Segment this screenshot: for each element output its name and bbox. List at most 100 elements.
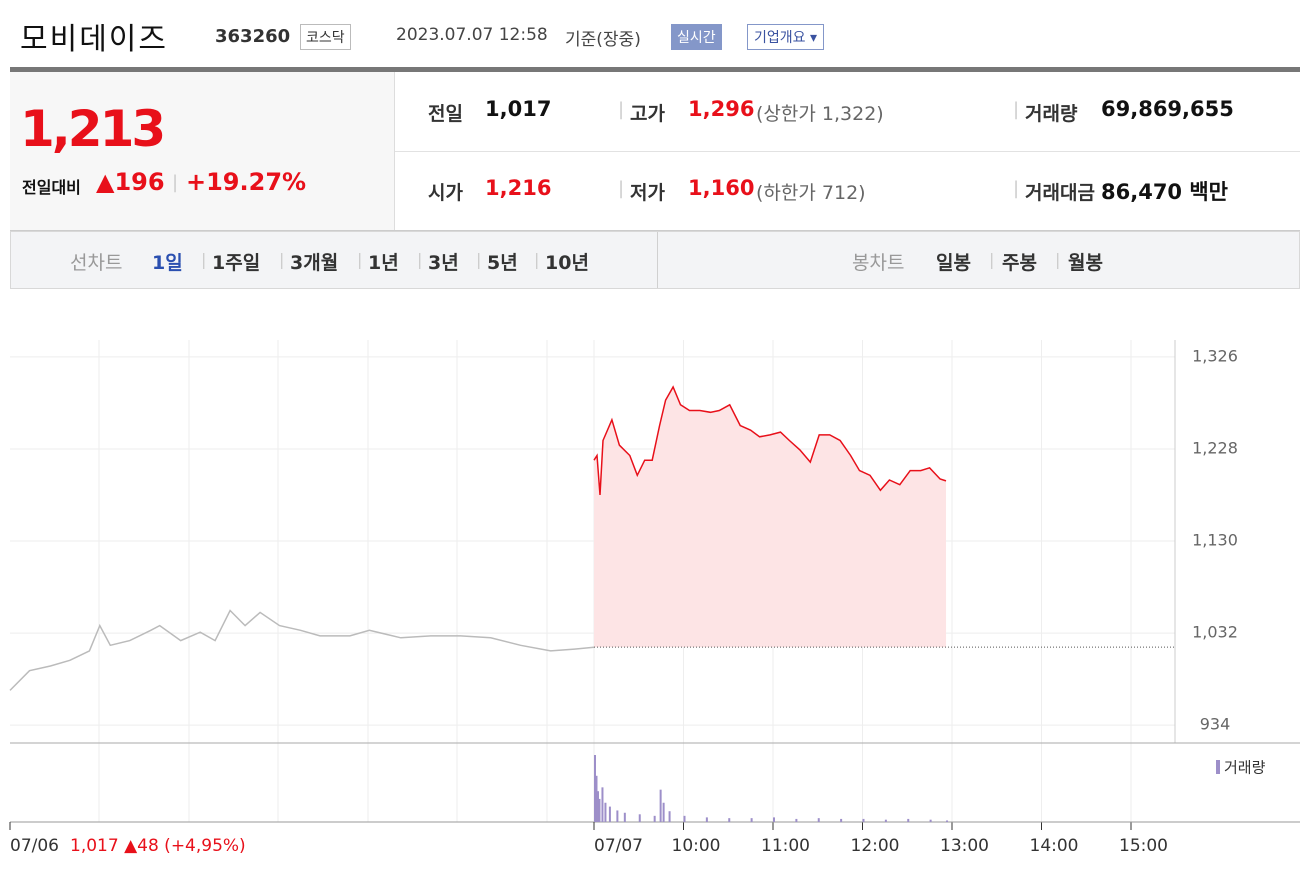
volume-bar — [604, 802, 607, 822]
stat-label: 전일 — [428, 103, 463, 125]
stat-value: 1,017 — [485, 97, 552, 121]
separator: | — [534, 250, 540, 269]
tab[interactable]: 1주일 — [212, 252, 261, 274]
separator: | — [618, 178, 625, 199]
volume-bar — [817, 818, 820, 822]
separator: | — [201, 250, 207, 269]
tab[interactable]: 월봉 — [1068, 252, 1103, 274]
volume-bar — [638, 814, 641, 822]
separator: | — [1013, 99, 1020, 120]
volume-bar — [623, 812, 626, 822]
stat-note: (상한가 1,322) — [756, 103, 884, 125]
legend-swatch — [1216, 760, 1220, 774]
stat-label: 거래량 — [1025, 103, 1078, 125]
volume-bar — [616, 810, 619, 822]
stat-label: 고가 — [630, 103, 665, 125]
volume-bar — [705, 817, 708, 822]
volume-bar — [662, 802, 665, 822]
volume-bar — [773, 817, 775, 822]
volume-bar — [840, 818, 843, 822]
area — [594, 387, 947, 648]
stat-label: 시가 — [428, 182, 463, 204]
x-tick-label: 12:00 — [851, 836, 900, 856]
change-label: 전일대비 — [22, 178, 81, 197]
price-box — [10, 72, 395, 230]
separator: | — [172, 172, 179, 193]
divider — [10, 230, 1300, 231]
datetime: 2023.07.07 12:58 — [396, 25, 548, 45]
volume-bar — [750, 818, 753, 822]
tab[interactable]: 3개월 — [290, 252, 339, 274]
separator: | — [279, 250, 285, 269]
tab-group-label: 봉차트 — [852, 252, 905, 274]
tab[interactable]: 일봉 — [936, 252, 971, 274]
price: 1,213 — [20, 100, 166, 158]
volume-bar — [596, 791, 599, 822]
tab-divider — [657, 232, 658, 288]
basis: 기준(장중) — [565, 30, 641, 50]
volume-bar — [668, 811, 671, 822]
stat-value: 86,470 백만 — [1101, 180, 1228, 204]
tab-group-label: 선차트 — [70, 252, 123, 274]
y-tick-label: 1,130 — [1192, 531, 1238, 550]
tab[interactable]: 3년 — [428, 252, 459, 274]
company-button[interactable]: 기업개요 ▾ — [747, 24, 825, 50]
volume-bar — [728, 818, 731, 822]
volume-bar — [929, 819, 932, 822]
volume-bar — [795, 818, 798, 822]
volume-bar — [601, 787, 604, 822]
stat-value: 1,296 — [688, 97, 755, 121]
separator: | — [357, 250, 363, 269]
y-tick-label: 1,032 — [1192, 623, 1238, 642]
x-tick-label: 10:00 — [672, 836, 721, 856]
company-label[interactable]: 기업개요 — [754, 30, 806, 46]
stock-code: 363260 — [215, 26, 291, 47]
x-tick-label: 11:00 — [761, 836, 810, 856]
realtime-button[interactable]: 실시간 — [671, 24, 722, 50]
volume-bar — [595, 775, 598, 822]
stat-note: (하한가 712) — [756, 182, 866, 204]
tab[interactable]: 5년 — [487, 252, 518, 274]
x-date-label: 07/06 — [10, 836, 59, 856]
tab[interactable]: 10년 — [545, 252, 589, 274]
market-badge: 코스닥 — [300, 24, 351, 50]
tab-bar — [10, 231, 1300, 289]
volume-bar — [683, 815, 686, 822]
divider — [10, 67, 1300, 72]
y-tick-label: 1,228 — [1192, 438, 1238, 457]
stat-value: 1,216 — [485, 176, 552, 200]
x-tick-label: 13:00 — [940, 836, 989, 856]
tab[interactable]: 1일 — [152, 252, 183, 274]
prev-day-label: 1,017 ▲48 (+4,95%) — [70, 836, 246, 856]
price-line — [593, 385, 947, 496]
stock-name: 모비데이즈 — [20, 22, 168, 57]
stat-label: 저가 — [630, 182, 665, 204]
separator: | — [618, 99, 625, 120]
tab[interactable]: 1년 — [368, 252, 399, 274]
x-tick-label: 15:00 — [1119, 836, 1168, 856]
tab[interactable]: 주봉 — [1002, 252, 1037, 274]
separator: | — [1055, 250, 1061, 269]
change-pct: +19.27% — [186, 168, 307, 196]
separator: | — [989, 250, 995, 269]
y-tick-label: 934 — [1200, 715, 1231, 734]
volume-bar — [884, 819, 887, 822]
legend-label: 거래량 — [1224, 759, 1266, 777]
x-date-label: 07/07 — [594, 836, 643, 856]
volume-bar — [653, 815, 656, 822]
volume-bar — [659, 789, 662, 822]
volume-bar — [608, 806, 611, 822]
volume-bar — [862, 818, 865, 822]
volume-bar — [907, 818, 910, 822]
volume-bar — [946, 820, 949, 822]
row-divider — [395, 151, 1300, 152]
y-tick-label: 1,326 — [1192, 346, 1238, 365]
separator: | — [1013, 178, 1020, 199]
price-line — [9, 609, 595, 691]
stat-value: 69,869,655 — [1101, 97, 1234, 121]
volume-bar — [598, 798, 601, 822]
change: ▲196 — [96, 168, 165, 196]
separator: | — [476, 250, 482, 269]
